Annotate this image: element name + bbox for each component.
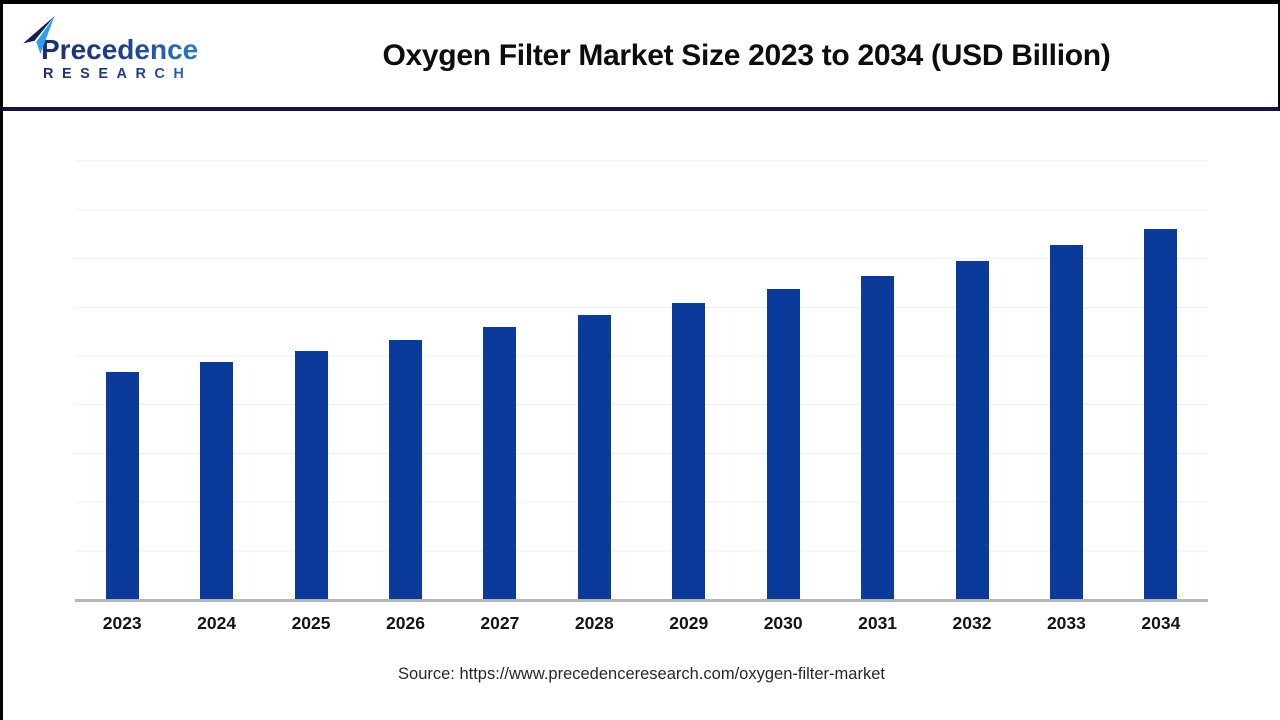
bar-2027 [483,327,517,599]
bar-2026 [388,339,422,599]
x-tick-label: 2024 [197,613,237,633]
bar-column [1019,115,1113,599]
x-tick-label: 2031 [858,613,898,633]
x-tick-label: 2032 [952,613,992,633]
chart-title: Oxygen Filter Market Size 2023 to 2034 (… [382,38,1111,72]
bar-column [1114,115,1208,599]
x-tick-label: 2030 [763,613,803,633]
bar-2033 [1049,244,1083,599]
plot-area [75,115,1208,602]
bar-column [453,115,547,599]
bar-column [358,115,452,599]
bar-2034 [1144,229,1178,599]
bar-column [642,115,736,599]
bar-2028 [577,315,611,599]
bar-column [75,115,169,599]
x-tick-label: 2023 [102,613,142,633]
x-tick-label: 2029 [669,613,709,633]
brand-name: Precedence [27,34,239,64]
brand-subtitle: RESEARCH [27,66,239,82]
bar-2029 [672,302,706,599]
x-tick-label: 2027 [480,613,520,633]
source-caption: Source: https://www.precedenceresearch.c… [398,665,885,683]
bar-2023 [105,371,139,599]
bar-column [169,115,263,599]
x-tick-label: 2028 [574,613,614,633]
bar-column [547,115,641,599]
bar-2031 [861,275,895,599]
bar-2025 [294,351,328,599]
bar-2024 [200,361,234,599]
bar-column [830,115,924,599]
bar-2032 [955,261,989,599]
bar-column [264,115,358,599]
x-tick-label: 2025 [291,613,331,633]
brand-logo: Precedence RESEARCH [23,15,239,82]
bar-column [736,115,830,599]
x-tick-label: 2026 [386,613,425,633]
x-axis-labels: 2023 2024 2025 2026 2027 2028 2029 2030 2031 2032… [75,602,1208,634]
x-tick-label: 2034 [1141,613,1181,633]
header: Precedence RESEARCH Oxygen Filter Market… [3,4,1280,111]
bar-2030 [766,289,800,599]
chart-region: 2023 2024 2025 2026 2027 2028 2029 2030 2031 2032… [3,115,1280,684]
paper-plane-icon [23,15,55,54]
bar-column [925,115,1019,599]
x-tick-label: 2033 [1046,613,1086,633]
